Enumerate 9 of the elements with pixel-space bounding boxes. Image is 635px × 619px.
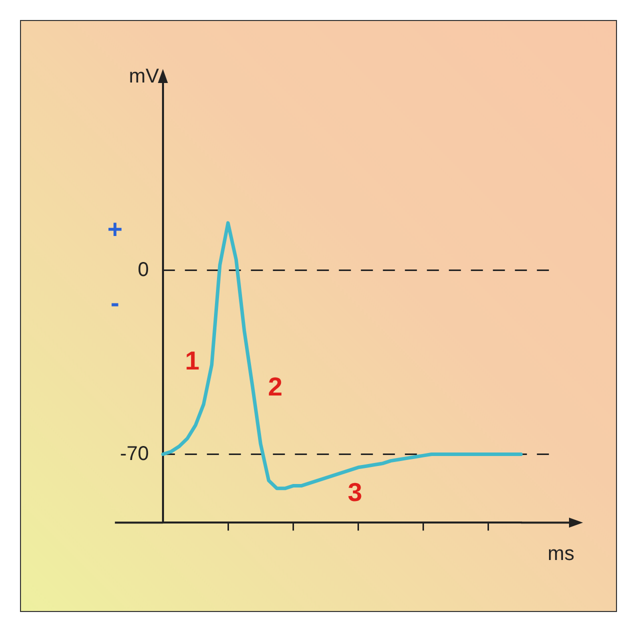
- y-tick-label: -70: [120, 442, 149, 465]
- annotation: 3: [348, 476, 362, 507]
- annotation: 1: [184, 345, 200, 376]
- text: -: [110, 288, 120, 318]
- x-axis-title: ms: [548, 543, 574, 566]
- y-tick-label: 0: [138, 258, 149, 281]
- y-axis-title: mV: [128, 66, 160, 88]
- annotation: 2: [268, 372, 282, 402]
- text: +: [107, 214, 122, 244]
